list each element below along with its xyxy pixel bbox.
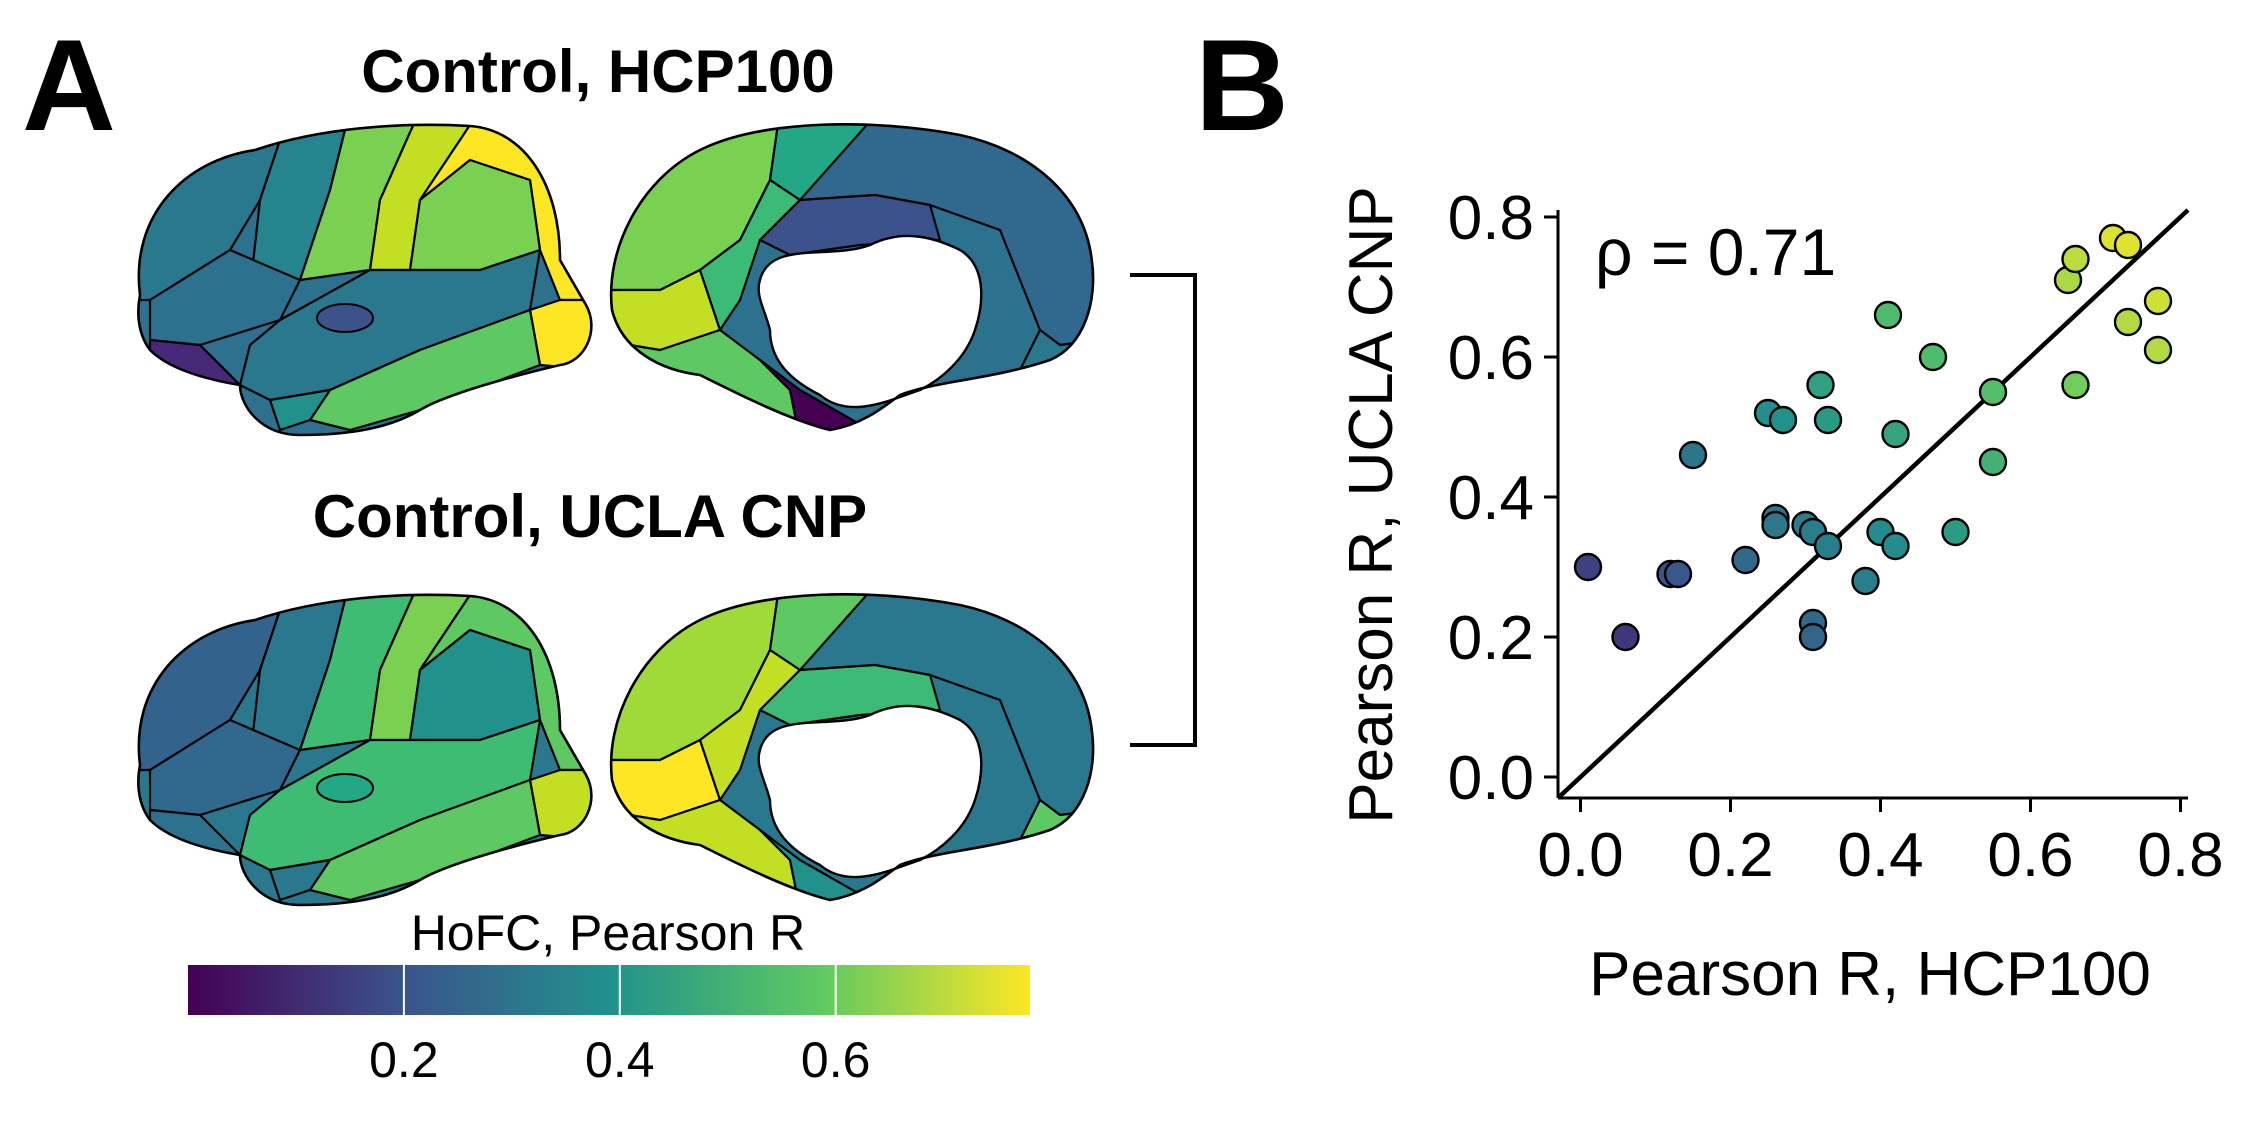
y-tick-label: 0.6 bbox=[1448, 324, 1534, 393]
panel-a-letter: A bbox=[22, 12, 116, 158]
identity-line bbox=[1556, 208, 2190, 800]
scatter-point bbox=[1851, 566, 1880, 596]
scatter-point bbox=[2061, 244, 2090, 274]
scatter-point bbox=[2061, 370, 2090, 400]
scatter-point bbox=[1611, 622, 1640, 652]
scatter-point bbox=[1873, 300, 1903, 330]
y-tick-label: 0.2 bbox=[1448, 604, 1534, 673]
y-tick-label: 0.4 bbox=[1448, 464, 1534, 533]
brain-medial-hcp100 bbox=[609, 122, 1095, 432]
scatter-point bbox=[1761, 510, 1790, 540]
colorbar-gradient bbox=[188, 965, 1030, 1015]
scatter-point bbox=[1941, 517, 1970, 547]
y-tick-label: 0.8 bbox=[1448, 184, 1534, 253]
brain-lateral-hcp100 bbox=[137, 123, 593, 437]
x-tick-label: 0.2 bbox=[1687, 821, 1773, 890]
brain-title-hcp100: Control, HCP100 bbox=[361, 38, 834, 105]
x-tick-label: 0.4 bbox=[1837, 821, 1923, 890]
x-tick-label: 0.8 bbox=[2137, 821, 2223, 890]
scatter-point bbox=[1978, 447, 2008, 477]
panel-b-letter: B bbox=[1195, 12, 1289, 158]
scatter-point bbox=[1663, 559, 1693, 589]
x-axis-label: Pearson R, HCP100 bbox=[1589, 940, 2151, 1009]
scatter-point bbox=[1978, 377, 2008, 407]
scatter-point bbox=[2113, 307, 2143, 337]
scatter-point bbox=[2143, 286, 2173, 316]
correlation-annotation: ρ = 0.71 bbox=[1595, 215, 1836, 289]
x-tick-label: 0.6 bbox=[1987, 821, 2073, 890]
scatter-point bbox=[1813, 405, 1843, 435]
scatter-point bbox=[1768, 405, 1798, 435]
y-axis-label: Pearson R, UCLA CNP bbox=[1337, 186, 1406, 823]
scatter-point bbox=[2143, 335, 2173, 365]
scatter-point bbox=[2113, 230, 2143, 260]
scatter-point bbox=[1806, 370, 1835, 400]
brain-medial-ucla-cnp bbox=[609, 592, 1095, 902]
x-tick-label: 0.0 bbox=[1537, 821, 1623, 890]
colorbar-tick-label: 0.4 bbox=[585, 1032, 655, 1088]
colorbar-tick-label: 0.2 bbox=[369, 1032, 439, 1088]
colorbar-label: HoFC, Pearson R bbox=[411, 905, 806, 961]
colorbar: HoFC, Pearson R 0.2 0.4 0.6 bbox=[188, 905, 1030, 1088]
scatter-point bbox=[1813, 531, 1843, 561]
colorbar-tick-label: 0.6 bbox=[801, 1032, 871, 1088]
comparison-bracket bbox=[1130, 273, 1197, 747]
scatter-chart: 0.0 0.2 0.4 0.6 0.80.00.20.40.60.8 ρ = 0.71 … bbox=[1337, 184, 2224, 1009]
scatter-point bbox=[1731, 545, 1760, 575]
brain-lateral-ucla-cnp bbox=[137, 593, 593, 907]
scatter-point bbox=[1573, 552, 1603, 582]
y-tick-label: 0.0 bbox=[1448, 744, 1534, 813]
scatter-point bbox=[1798, 622, 1828, 652]
brain-title-ucla-cnp: Control, UCLA CNP bbox=[313, 483, 867, 550]
scatter-point bbox=[1678, 440, 1708, 470]
scatter-point bbox=[1881, 419, 1910, 449]
scatter-point bbox=[1918, 342, 1948, 372]
scatter-point bbox=[1881, 531, 1910, 561]
